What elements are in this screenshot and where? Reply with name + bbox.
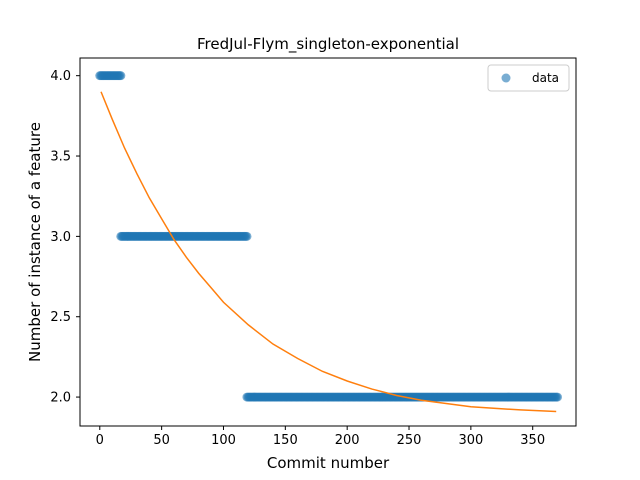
data-point	[552, 392, 562, 402]
x-axis-label: Commit number	[267, 454, 390, 472]
x-tick-label: 250	[397, 433, 422, 448]
y-axis-label: Number of instance of a feature	[26, 122, 44, 362]
legend-box	[487, 64, 570, 92]
legend: data	[487, 64, 570, 92]
x-tick-label: 50	[153, 433, 170, 448]
legend-label-data: data	[532, 71, 559, 85]
y-axis: 2.0 2.5 3.0 3.5 4.0	[50, 69, 80, 406]
x-tick-label: 300	[458, 433, 483, 448]
x-tick-label: 150	[273, 433, 298, 448]
y-tick-label: 2.5	[50, 310, 71, 325]
x-axis: 0 50 100 150 200 250 300 350	[96, 426, 545, 448]
x-tick-label: 0	[96, 433, 104, 448]
y-tick-label: 3.5	[50, 150, 71, 165]
x-tick-label: 350	[520, 433, 545, 448]
y-tick-label: 4.0	[50, 69, 71, 84]
legend-marker-data	[501, 73, 511, 83]
data-point	[116, 71, 126, 81]
fit-curve	[100, 91, 557, 413]
x-tick-label: 100	[211, 433, 236, 448]
y-tick-label: 2.0	[50, 391, 71, 406]
data-point	[242, 231, 252, 241]
plot-frame	[79, 57, 577, 427]
plot-area	[95, 71, 562, 413]
x-tick-label: 200	[335, 433, 360, 448]
chart-title: FredJul-Flym_singleton-exponential	[197, 35, 459, 54]
y-tick-label: 3.0	[50, 230, 71, 245]
